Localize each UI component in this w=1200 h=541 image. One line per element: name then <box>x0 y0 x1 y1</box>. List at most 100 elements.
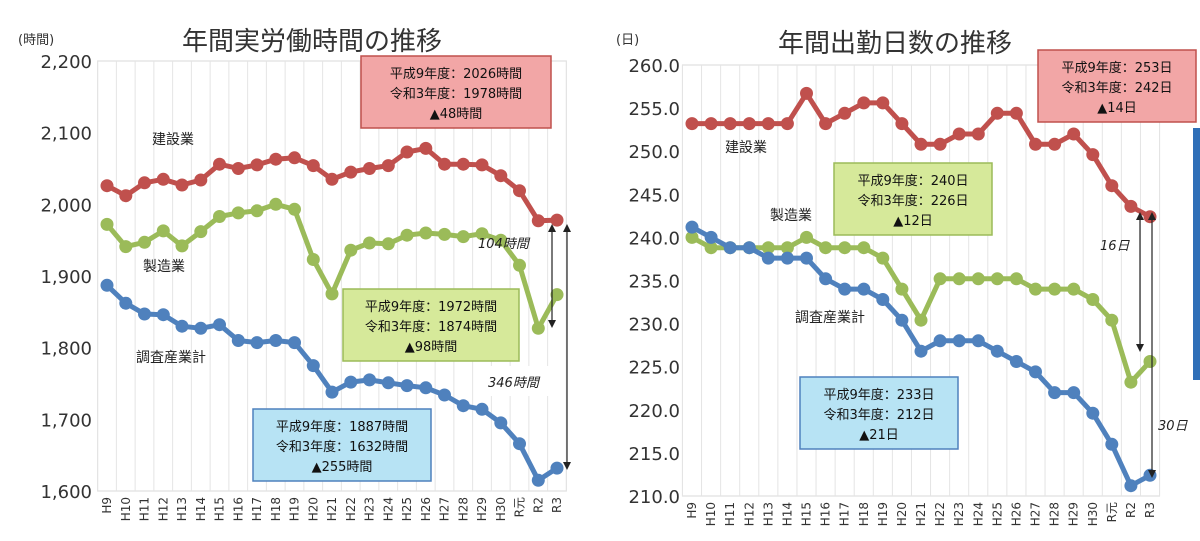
days-point-manufacturing <box>895 282 909 296</box>
hours-y-tick-label: 1,600 <box>40 482 92 503</box>
days-point-all-industries <box>1009 355 1023 368</box>
hours-x-tick-label: H29 <box>475 497 489 521</box>
hours-callout-manufacturing-line1: 平成9年度：1972時間 <box>365 299 497 315</box>
hours-point-construction <box>513 184 526 198</box>
hours-point-manufacturing <box>269 197 283 211</box>
days-y-tick-label: 235.0 <box>628 272 680 293</box>
hours-point-manufacturing <box>550 288 564 302</box>
days-x-tick-label: H23 <box>952 502 966 526</box>
days-point-construction <box>685 117 699 131</box>
hours-x-tick-label: H17 <box>250 497 264 521</box>
hours-point-all-industries <box>269 334 283 347</box>
days-point-all-industries <box>1105 437 1119 451</box>
hours-point-manufacturing <box>400 228 414 242</box>
hours-point-manufacturing <box>325 287 339 301</box>
days-x-axis: H9 H10 H11 H12 H13 H14 H15 H16 H17 H18 H19 H20 H21 H2… <box>685 502 1157 526</box>
hours-x-tick-label: H23 <box>363 497 377 521</box>
hours-point-all-industries <box>531 473 545 487</box>
days-point-manufacturing <box>819 241 833 255</box>
hours-chart-title: 年間実労働時間の推移 <box>182 27 442 57</box>
hours-point-all-industries <box>288 336 301 350</box>
days-chart: 年間出勤日数の推移 (日) 260.0255.0250.0245.0240.02… <box>616 29 1197 526</box>
hours-point-manufacturing <box>456 230 470 244</box>
hours-point-manufacturing <box>363 236 376 250</box>
days-x-tick-label: H13 <box>761 502 775 526</box>
days-callout-construction-line3: ▲14日 <box>1097 101 1137 116</box>
days-point-manufacturing <box>1029 282 1042 296</box>
hours-series-label-construction: 建設業 <box>152 132 194 148</box>
days-y-tick-label: 245.0 <box>628 185 680 206</box>
days-y-tick-label: 225.0 <box>628 358 680 379</box>
days-callout-construction-line1: 平成9年度：253日 <box>1061 60 1172 76</box>
days-gap-30: 30日 <box>1148 212 1189 478</box>
hours-point-construction <box>194 173 208 187</box>
days-callout-construction-line2: 令和3年度：242日 <box>1061 80 1172 96</box>
hours-point-all-industries <box>156 308 170 322</box>
days-x-tick-label: H15 <box>800 502 814 526</box>
hours-x-tick-label: H16 <box>231 497 245 521</box>
hours-point-manufacturing <box>419 226 433 240</box>
right-edge-panel <box>1193 128 1200 380</box>
hours-point-manufacturing <box>156 224 170 238</box>
hours-x-tick-label: H30 <box>494 497 508 521</box>
hours-point-manufacturing <box>494 233 508 247</box>
hours-x-tick-label: H14 <box>194 497 208 521</box>
days-point-manufacturing <box>1086 293 1100 306</box>
hours-y-tick-label: 2,000 <box>40 195 92 216</box>
hours-x-tick-label: H25 <box>400 497 414 521</box>
hours-y-tick-label: 2,100 <box>40 124 92 145</box>
hours-point-all-industries <box>475 402 489 416</box>
days-point-all-industries <box>819 272 833 286</box>
days-point-manufacturing <box>800 230 813 244</box>
hours-point-construction <box>456 157 470 171</box>
days-point-all-industries <box>800 251 813 265</box>
days-point-manufacturing <box>838 241 852 255</box>
days-point-manufacturing <box>1124 375 1138 389</box>
days-point-all-industries <box>971 334 985 348</box>
days-callout-construction: 平成9年度：253日 令和3年度：242日 ▲14日 <box>1037 49 1197 123</box>
hours-x-tick-label: R3 <box>550 497 564 513</box>
days-y-tick-label: 230.0 <box>628 315 680 336</box>
days-point-all-industries <box>952 334 966 348</box>
days-callout-all-industries-line2: 令和3年度：212日 <box>823 407 934 423</box>
hours-point-construction <box>419 141 433 155</box>
days-point-construction <box>933 137 947 151</box>
hours-gap-104: 104時間 <box>478 224 556 328</box>
hours-point-manufacturing <box>231 206 245 220</box>
days-point-construction <box>895 117 909 131</box>
hours-point-construction <box>550 213 564 227</box>
days-x-tick-label: H20 <box>895 502 909 526</box>
hours-point-construction <box>269 152 283 166</box>
hours-series-label-all-industries: 調査産業計 <box>136 350 206 366</box>
days-x-tick-label: H27 <box>1029 502 1043 526</box>
hours-point-all-industries <box>400 379 414 393</box>
hours-x-tick-label: H9 <box>100 497 114 514</box>
days-point-all-industries <box>895 313 909 327</box>
hours-callout-all-industries-line1: 平成9年度：1887時間 <box>276 419 408 435</box>
hours-x-tick-label: H22 <box>344 497 358 521</box>
hours-point-manufacturing <box>531 321 545 335</box>
days-x-tick-label: H22 <box>933 502 947 526</box>
hours-x-tick-label: H28 <box>456 497 470 521</box>
hours-point-all-industries <box>363 373 376 387</box>
hours-point-construction <box>138 176 151 190</box>
days-x-tick-label: H11 <box>723 502 737 526</box>
days-point-manufacturing <box>1009 272 1023 286</box>
hours-gap-346: 346時間 <box>482 224 571 470</box>
days-point-all-industries <box>1048 386 1062 400</box>
days-point-construction <box>761 117 775 131</box>
days-point-construction <box>990 106 1004 120</box>
hours-point-all-industries <box>119 296 133 310</box>
hours-callout-all-industries: 平成9年度：1887時間 令和3年度：1632時間 ▲255時間 <box>252 408 432 482</box>
days-point-manufacturing <box>685 230 699 244</box>
hours-point-construction <box>288 151 301 165</box>
days-point-manufacturing <box>1067 282 1081 296</box>
hours-point-all-industries <box>419 381 433 395</box>
days-point-all-industries <box>723 241 737 255</box>
hours-point-manufacturing <box>306 253 320 266</box>
days-point-manufacturing <box>876 251 890 265</box>
hours-point-all-industries <box>194 321 208 335</box>
days-point-manufacturing <box>761 241 775 255</box>
hours-point-construction <box>438 157 451 171</box>
days-point-manufacturing <box>971 272 985 286</box>
